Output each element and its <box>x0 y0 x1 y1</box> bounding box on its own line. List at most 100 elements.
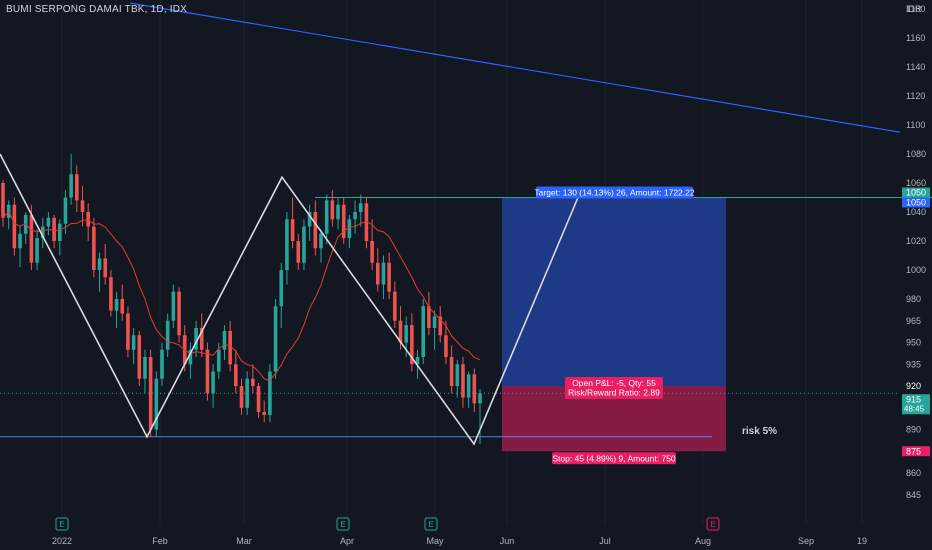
candle-body <box>302 226 306 263</box>
time-tick-label: Jul <box>599 536 611 546</box>
stop-label-box <box>552 452 676 465</box>
earnings-icon: E <box>336 517 350 531</box>
candle-body <box>52 217 56 241</box>
candle-body <box>455 364 460 386</box>
earnings-icon-box <box>424 517 438 531</box>
candle-body <box>109 277 113 311</box>
pnl-label-text: Open P&L: -5, Qty: 55 <box>572 378 656 388</box>
descending-trendline <box>129 2 901 133</box>
candle-body <box>449 357 454 386</box>
earnings-icon-letter: E <box>710 520 715 529</box>
candle-body <box>245 378 249 408</box>
price-tag-value: 920 <box>906 381 921 391</box>
risk-note: risk 5% <box>742 426 777 437</box>
candle-body <box>18 233 22 249</box>
earnings-icon: E <box>424 517 438 531</box>
trend-line-drawing[interactable] <box>129 2 901 133</box>
candle-body <box>199 328 204 350</box>
candle-body <box>347 219 352 239</box>
price-tick-label: 980 <box>906 294 921 304</box>
candle-body <box>472 374 477 404</box>
price-tag: 920 <box>902 381 930 391</box>
moving-average-line <box>2 210 481 382</box>
candle-body <box>256 386 261 413</box>
candle-body <box>268 371 272 415</box>
candle-body <box>29 214 34 263</box>
time-axis[interactable]: 2022 Feb Mar Apr May Jun Jul Aug Sep 19 <box>52 536 867 546</box>
candle-body <box>478 393 482 404</box>
price-tag-box <box>902 187 930 198</box>
candle-body <box>387 262 391 292</box>
symbol-title[interactable]: BUMI SERPONG DAMAI TBK, 1D, IDX <box>6 4 188 15</box>
candle-body <box>330 200 335 220</box>
price-tag-box <box>902 446 930 457</box>
time-tick-label: May <box>426 536 444 546</box>
candle-body <box>12 204 17 249</box>
candle-body <box>290 219 295 241</box>
candle-body <box>194 328 198 350</box>
candle-body <box>466 374 471 398</box>
price-tag-box <box>902 197 930 208</box>
time-tick-label: Mar <box>236 536 252 546</box>
price-tag-box <box>902 394 930 415</box>
candle-body <box>432 316 437 328</box>
price-tag: 1050 <box>902 197 930 208</box>
candle-body <box>165 320 170 350</box>
pnl-label-box <box>565 377 663 399</box>
candle-body <box>114 299 119 311</box>
price-tick-label: 1140 <box>906 62 925 72</box>
price-tag-value: 915 <box>906 394 921 404</box>
stop-label: Stop: 45 (4.89%) 9, Amount: 750 <box>552 452 676 465</box>
candle-body <box>461 364 465 398</box>
price-tick-label: 935 <box>906 359 921 369</box>
price-tick-label: 860 <box>906 468 921 478</box>
candle-body <box>285 219 289 270</box>
candle-body <box>313 212 318 249</box>
candle-body <box>1 183 5 218</box>
price-axis[interactable]: 1180116011401120110010801060105010401020… <box>902 4 930 500</box>
candle-body <box>188 349 193 365</box>
candle-body <box>57 223 62 241</box>
zigzag-line <box>0 153 579 446</box>
earnings-icon-box <box>55 517 69 531</box>
currency-label: IDR <box>906 4 922 14</box>
candle-body <box>126 313 130 350</box>
position-zones[interactable] <box>502 197 726 452</box>
candle-body <box>103 258 108 278</box>
candle-body <box>375 262 380 285</box>
candle-body <box>80 200 85 212</box>
candle-body <box>205 349 210 394</box>
price-tag-value: 1050 <box>906 188 926 198</box>
price-tick-label: 965 <box>906 316 921 326</box>
candle-body <box>160 349 164 379</box>
candle-body <box>353 212 357 220</box>
price-tick-label: 1080 <box>906 149 926 159</box>
time-tick-label: 2022 <box>52 536 72 546</box>
candle-body <box>415 357 420 365</box>
time-tick-label: Feb <box>152 536 168 546</box>
candle-body <box>421 306 426 357</box>
candle-body <box>228 330 232 365</box>
candle-body <box>137 335 142 379</box>
candle-body <box>216 349 221 372</box>
pnl-label-text: Risk/Reward Ratio: 2.89 <box>568 388 660 398</box>
time-tick-label: Jun <box>500 536 515 546</box>
candle-body <box>69 174 73 198</box>
price-tick-label: 1180 <box>906 4 925 14</box>
grid <box>61 0 863 525</box>
price-tick-label: 1100 <box>906 120 925 130</box>
price-tag-countdown: 48:45 <box>904 404 925 413</box>
price-tick-label: 1020 <box>906 236 926 246</box>
candle-body <box>171 291 176 321</box>
candle-body <box>398 320 403 343</box>
candle-body <box>370 241 374 263</box>
double-bottom-pattern-drawing[interactable] <box>0 153 579 446</box>
time-tick-label: Aug <box>695 536 711 546</box>
candle-body <box>438 316 443 336</box>
earnings-icon: E <box>55 517 69 531</box>
candle-body <box>92 226 96 270</box>
